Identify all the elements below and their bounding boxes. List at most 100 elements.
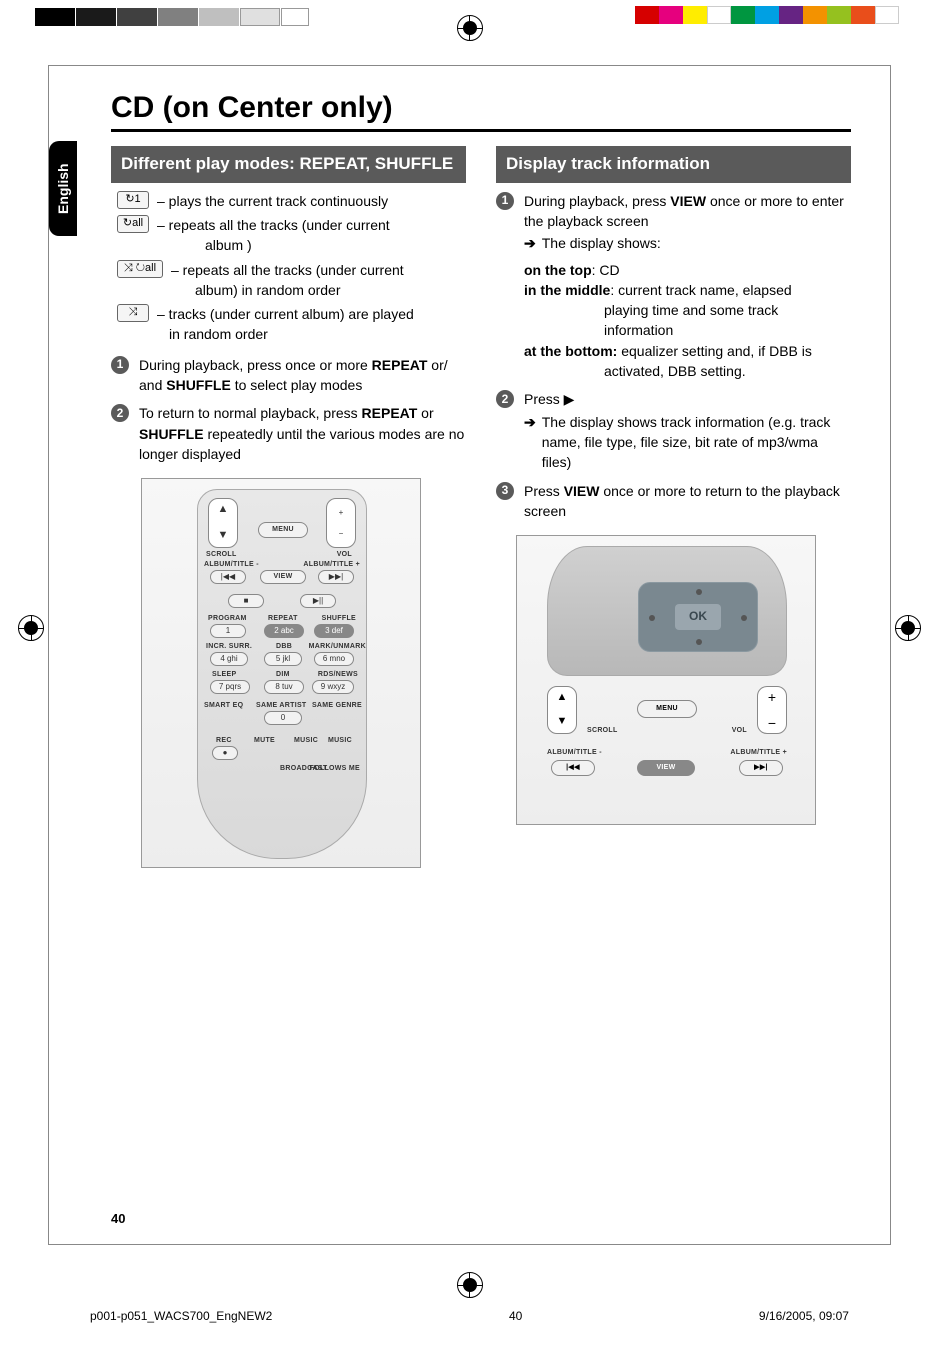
menu-button: MENU — [258, 522, 308, 538]
smart-label: SMART EQ — [204, 701, 243, 711]
key-0: 0 — [264, 711, 302, 725]
key-8: 8 tuv — [264, 680, 304, 694]
view-button-device: VIEW — [637, 760, 695, 776]
key-4: 4 ghi — [210, 652, 248, 666]
key-2: 2 abc — [264, 624, 304, 638]
arrow-icon: ➔ — [524, 233, 536, 253]
step-badge-1: 1 — [496, 192, 514, 210]
vol-label-device: VOL — [732, 726, 747, 736]
follows-label: FOLLOWS ME — [310, 764, 360, 774]
device-top: OK — [547, 546, 787, 676]
step-body: Press ▶ ➔ The display shows track inform… — [524, 389, 851, 472]
vol-rocker: +− — [326, 498, 356, 548]
album-plus-device: ALBUM/TITLE + — [730, 748, 787, 758]
step-body: During playback, press once or more REPE… — [139, 355, 466, 396]
footer-page: 40 — [509, 1309, 522, 1323]
album-minus-device: ALBUM/TITLE - — [547, 748, 602, 758]
same-genre-label: SAME GENRE — [312, 701, 362, 711]
scroll-rocker: ▲▼ — [208, 498, 238, 548]
color-bar — [635, 6, 899, 24]
language-tab: English — [49, 141, 77, 236]
detail-text: activated, DBB setting. — [604, 361, 851, 381]
registration-mark-left — [18, 615, 44, 641]
same-artist-label: SAME ARTIST — [256, 701, 307, 711]
page-number: 40 — [111, 1211, 125, 1226]
view-button: VIEW — [260, 570, 306, 584]
repeat-1-icon: ↻1 — [117, 191, 149, 209]
mode-text: – plays the current track continuously — [157, 191, 466, 211]
dim-label: DIM — [276, 670, 290, 680]
repeat-all-icon: ↻all — [117, 215, 149, 233]
scroll-rocker-device: ▲▼ — [547, 686, 577, 734]
dbb-label: DBB — [276, 642, 292, 652]
step-badge-2: 2 — [496, 390, 514, 408]
mode-text: – repeats all the tracks (under currenta… — [157, 215, 466, 256]
step-badge-1: 1 — [111, 356, 129, 374]
key-5: 5 jkl — [264, 652, 302, 666]
vol-rocker-device: +− — [757, 686, 787, 734]
repeat-label: REPEAT — [268, 614, 298, 624]
footer-date: 9/16/2005, 09:07 — [759, 1309, 849, 1323]
right-column: Display track information 1 During playb… — [496, 146, 851, 868]
chapter-title: CD (on Center only) — [111, 91, 393, 125]
section-head-playmodes: Different play modes: REPEAT, SHUFFLE — [111, 146, 466, 183]
r-step-2: 2 Press ▶ ➔ The display shows track info… — [496, 389, 851, 472]
step-badge-3: 3 — [496, 482, 514, 500]
density-blocks — [35, 8, 309, 26]
mode-shuffle-repeat: ⤨ ↻all – repeats all the tracks (under c… — [117, 260, 466, 301]
album-minus-label: ALBUM/TITLE - — [204, 560, 259, 570]
key-1: 1 — [210, 624, 246, 638]
rec-label: REC — [216, 736, 232, 746]
key-9: 9 wxyz — [312, 680, 354, 694]
mode-text: – tracks (under current album) are playe… — [157, 304, 466, 345]
music2-label: MUSIC — [328, 736, 352, 746]
footer-file: p001-p051_WACS700_EngNEW2 — [90, 1309, 272, 1323]
next-button: ▶▶| — [318, 570, 354, 584]
program-label: PROGRAM — [208, 614, 247, 624]
shuffle-repeat-icon: ⤨ ↻all — [117, 260, 163, 278]
chapter-rule — [111, 129, 851, 132]
shuffle-label: SHUFFLE — [322, 614, 356, 624]
prev-button: |◀◀ — [210, 570, 246, 584]
next-button-device: ▶▶| — [739, 760, 783, 776]
step-1: 1 During playback, press once or more RE… — [111, 355, 466, 396]
sleep-label: SLEEP — [212, 670, 236, 680]
device-figure: OK ▲▼ +− MENU SCROLL VOL ALBUM/TITLE - A… — [516, 535, 816, 825]
remote-body: ▲▼ SCROLL +− VOL MENU ALBUM/TITLE - ALBU… — [197, 489, 367, 859]
scroll-label: SCROLL — [206, 550, 237, 560]
step-body: To return to normal playback, press REPE… — [139, 403, 466, 464]
play-mode-list: ↻1 – plays the current track continuousl… — [117, 191, 466, 345]
mode-text: – repeats all the tracks (under currenta… — [171, 260, 466, 301]
page-frame: CD (on Center only) English Different pl… — [48, 65, 891, 1245]
music1-label: MUSIC — [294, 736, 318, 746]
rds-label: RDS/NEWS — [318, 670, 358, 680]
album-plus-label: ALBUM/TITLE + — [303, 560, 360, 570]
mode-repeat-1: ↻1 – plays the current track continuousl… — [117, 191, 466, 211]
shuffle-icon: ⤨ — [117, 304, 149, 322]
remote-figure: ▲▼ SCROLL +− VOL MENU ALBUM/TITLE - ALBU… — [141, 478, 421, 868]
ok-pad: OK — [638, 582, 758, 652]
key-6: 6 mno — [314, 652, 354, 666]
key-7: 7 pqrs — [210, 680, 250, 694]
ok-label: OK — [675, 604, 721, 629]
step-body: During playback, press VIEW once or more… — [524, 191, 851, 382]
print-footer: p001-p051_WACS700_EngNEW2 40 9/16/2005, … — [90, 1309, 849, 1323]
vol-label: VOL — [337, 550, 352, 560]
r-step-1: 1 During playback, press VIEW once or mo… — [496, 191, 851, 382]
registration-mark-top — [457, 15, 483, 41]
prev-button-device: |◀◀ — [551, 760, 595, 776]
scroll-label-device: SCROLL — [587, 726, 618, 736]
left-column: Different play modes: REPEAT, SHUFFLE ↻1… — [111, 146, 466, 868]
registration-mark-bottom — [457, 1272, 483, 1298]
mode-shuffle: ⤨ – tracks (under current album) are pla… — [117, 304, 466, 345]
step-2: 2 To return to normal playback, press RE… — [111, 403, 466, 464]
arrow-icon: ➔ — [524, 412, 536, 473]
mute-label: MUTE — [254, 736, 275, 746]
rec-button: ● — [212, 746, 238, 760]
registration-mark-right — [895, 615, 921, 641]
mode-repeat-all: ↻all – repeats all the tracks (under cur… — [117, 215, 466, 256]
play-pause-button: ▶|| — [300, 594, 336, 608]
step-body: Press VIEW once or more to return to the… — [524, 481, 851, 522]
section-head-display: Display track information — [496, 146, 851, 183]
key-3: 3 def — [314, 624, 354, 638]
